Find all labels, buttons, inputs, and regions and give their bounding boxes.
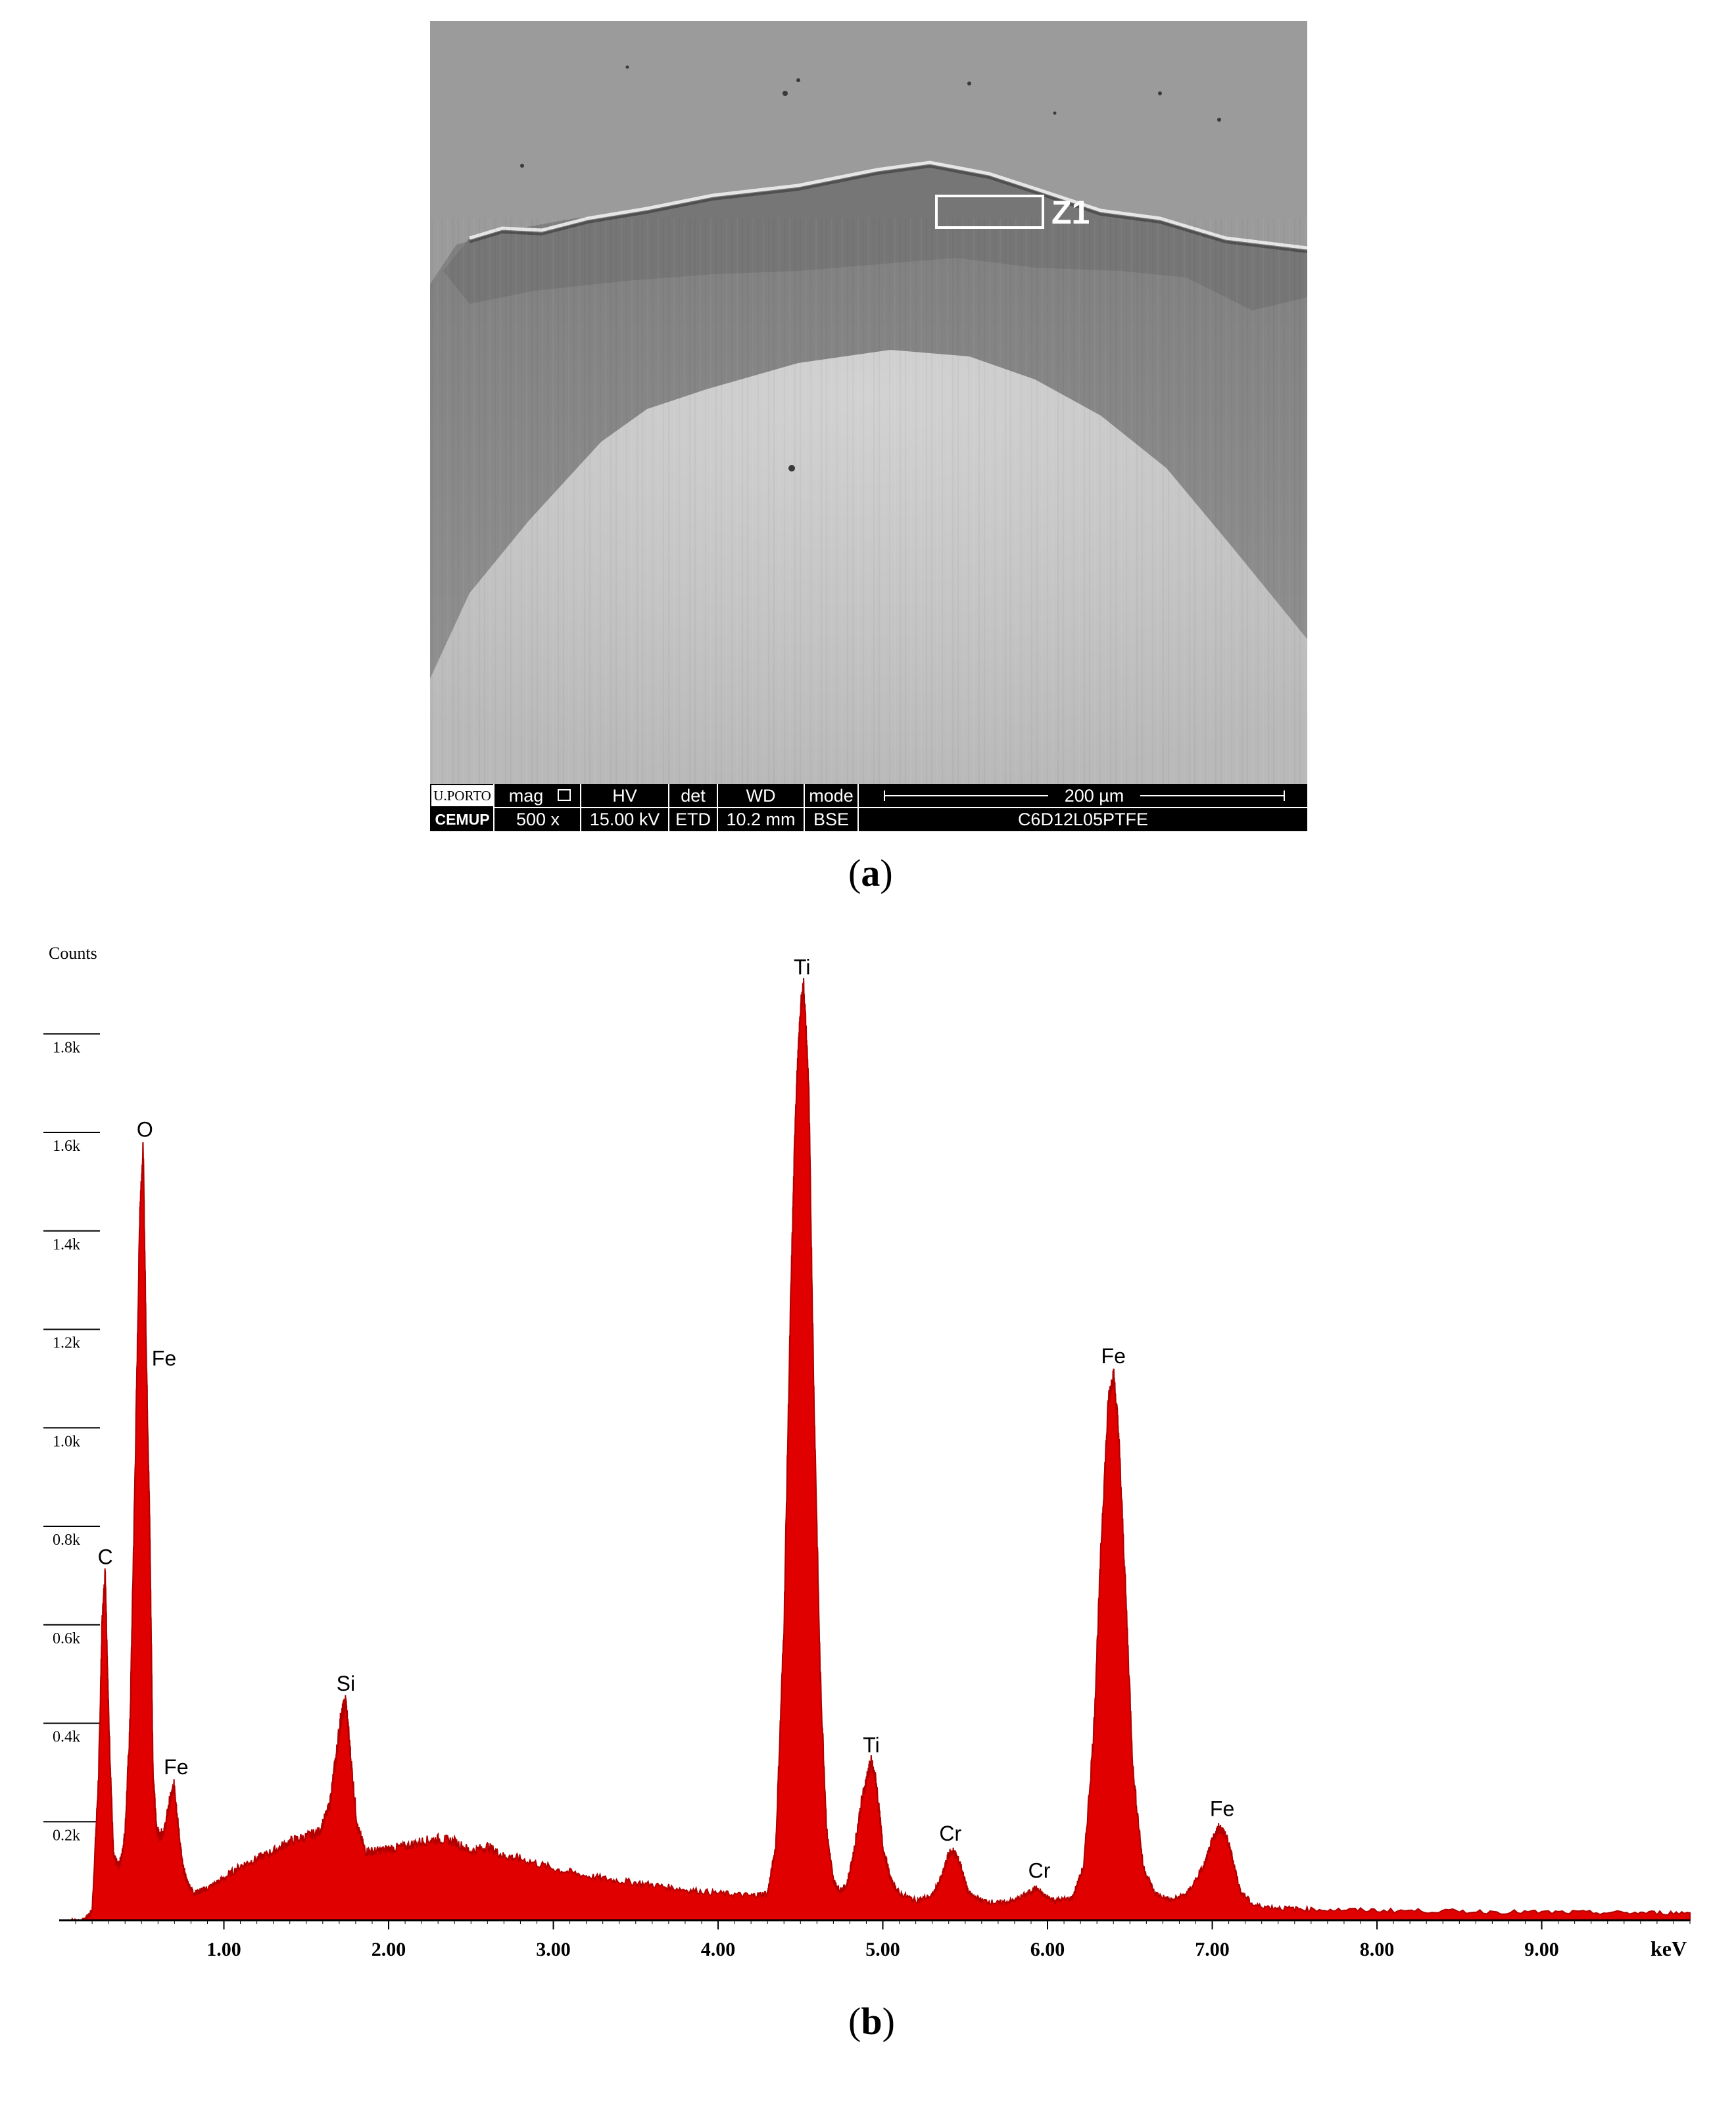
peak-label: Fe [164, 1755, 188, 1779]
mode-value: BSE [813, 810, 850, 829]
mag-value: 500 x [516, 810, 560, 829]
mode-label: mode [809, 786, 854, 806]
scale-bar-right [1140, 795, 1285, 796]
y-tick-label: 0.8k [53, 1532, 80, 1549]
databar-separator [804, 784, 805, 831]
sem-micrograph-figure: Z1 U.PORTO CEMUP mag 500 x HV 15.00 kV d… [430, 21, 1307, 831]
wd-value: 10.2 mm [726, 810, 796, 829]
scale-bar-label: 200 µm [1064, 786, 1124, 806]
y-tick-label: 1.0k [53, 1433, 80, 1450]
square-icon [558, 789, 571, 801]
x-tick-label: 4.00 [701, 1939, 736, 1960]
mag-label: mag [508, 786, 544, 806]
databar-separator [493, 784, 494, 831]
z1-region-box [935, 195, 1044, 229]
x-tick-label: 2.00 [372, 1939, 406, 1960]
databar-separator [668, 784, 669, 831]
peak-label: Fe [152, 1346, 176, 1370]
x-tick-label: 5.00 [865, 1939, 900, 1960]
sem-databar: U.PORTO CEMUP mag 500 x HV 15.00 kV det … [430, 784, 1307, 831]
x-axis: 1.00 2.00 3.00 4.00 5.00 6.00 7.00 8.00 9.00 [75, 1920, 1691, 1960]
x-tick-label: 6.00 [1030, 1939, 1065, 1960]
y-axis-label: Counts [49, 944, 97, 963]
peak-label: Cr [939, 1822, 961, 1845]
hv-value: 15.00 kV [589, 810, 660, 829]
y-axis: 0.2k 0.4k 0.6k 0.8k 1.0k 1.2k 1.4k 1.6k 1.8k [43, 1033, 100, 1844]
x-tick-label: 9.00 [1524, 1939, 1559, 1960]
x-tick-label: 7.00 [1195, 1939, 1230, 1960]
databar-separator [717, 784, 718, 831]
det-label: det [681, 786, 706, 806]
x-tick-label: 8.00 [1360, 1939, 1395, 1960]
y-tick-label: 1.6k [53, 1138, 80, 1155]
uporto-logo: U.PORTO [431, 785, 493, 806]
cemup-logo: CEMUP [435, 811, 490, 828]
databar-separator [857, 784, 859, 831]
caption-b: (b) [848, 2000, 895, 2043]
det-value: ETD [675, 810, 711, 829]
x-tick-label: 1.00 [206, 1939, 241, 1960]
peak-labels: C O Fe Fe Si Ti Ti Cr Cr Fe Fe [98, 955, 1235, 1882]
eds-spectrum-chart: Counts 0.2k 0.4k 0.6k 0.8k 1.0k 1.2k 1.4k 1.6k 1… [43, 944, 1691, 1960]
sample-name: C6D12L05PTFE [1017, 810, 1149, 829]
y-tick-label: 0.4k [53, 1729, 80, 1746]
databar-separator [580, 784, 581, 831]
peak-label: Ti [794, 955, 810, 979]
y-tick-label: 1.4k [53, 1236, 80, 1253]
peak-label: Si [337, 1672, 355, 1695]
peak-label: Cr [1028, 1858, 1051, 1882]
peak-label: O [137, 1118, 153, 1142]
databar-divider [494, 807, 1307, 808]
scale-bar-left [884, 795, 1048, 796]
y-tick-label: 0.6k [53, 1630, 80, 1647]
x-axis-label: keV [1651, 1937, 1687, 1960]
peak-label: Ti [863, 1733, 879, 1756]
x-tick-label: 3.00 [536, 1939, 571, 1960]
peak-label: C [98, 1545, 113, 1568]
y-tick-label: 1.8k [53, 1039, 80, 1056]
spectrum-series [67, 977, 1691, 1922]
z1-region-label: Z1 [1051, 194, 1090, 231]
caption-a: (a) [848, 852, 893, 894]
scale-bar-tick [884, 790, 885, 801]
hv-label: HV [612, 786, 637, 806]
peak-label: Fe [1210, 1797, 1234, 1821]
y-tick-label: 0.2k [53, 1827, 80, 1844]
sem-micrograph-image: Z1 [430, 21, 1307, 784]
wd-label: WD [746, 786, 776, 806]
y-tick-label: 1.2k [53, 1335, 80, 1352]
scale-bar-tick [1284, 790, 1285, 801]
peak-label: Fe [1101, 1344, 1126, 1368]
